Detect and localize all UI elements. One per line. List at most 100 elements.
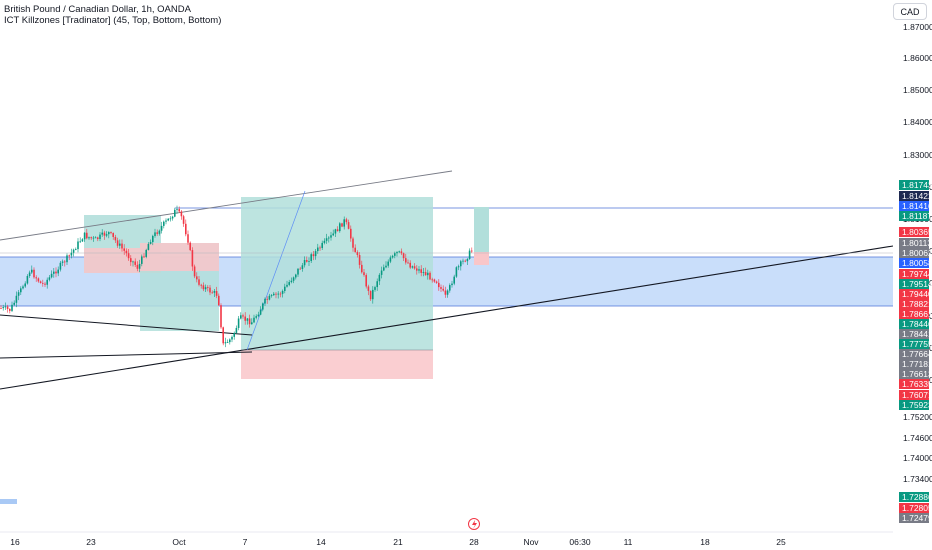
price-axis[interactable]: 1.870001.860001.850001.840001.830001.820… <box>893 0 932 550</box>
candle-body <box>332 233 334 236</box>
candle-body <box>275 293 277 295</box>
candle-body <box>75 249 77 250</box>
svg-text:1.76071: 1.76071 <box>902 390 932 400</box>
candle-body <box>46 279 48 285</box>
lightning-bolt-icon[interactable] <box>468 518 480 530</box>
candle-body <box>343 219 345 227</box>
svg-text:1.78821: 1.78821 <box>902 299 932 309</box>
time-tick-label: 06:30 <box>569 537 591 547</box>
candle-body <box>125 250 128 254</box>
svg-text:1.72805: 1.72805 <box>902 503 932 513</box>
candle-body <box>169 218 172 220</box>
currency-button[interactable]: CAD <box>893 3 927 20</box>
candle-body <box>464 260 466 262</box>
long-position-loss-3[interactable] <box>474 252 489 265</box>
candle-body <box>39 281 42 283</box>
candle-body <box>215 291 218 296</box>
price-label-red: 1.76335 <box>899 379 932 389</box>
candle-body <box>438 282 440 288</box>
long-position-profit-2[interactable] <box>241 197 433 350</box>
candle-body <box>156 232 158 234</box>
candle-body <box>290 280 293 283</box>
candle-body <box>64 261 66 263</box>
candle-body <box>444 290 447 295</box>
candle-body <box>383 267 385 271</box>
channel-lower-line[interactable] <box>0 314 253 336</box>
candle-body <box>149 242 152 244</box>
svg-text:1.75923: 1.75923 <box>902 400 932 410</box>
price-label-red: 1.78821 <box>899 299 932 309</box>
svg-text:1.77755: 1.77755 <box>902 339 932 349</box>
candle-body <box>310 254 312 262</box>
candle-body <box>130 258 132 263</box>
symbol-title: British Pound / Canadian Dollar, 1h, OAN… <box>4 4 191 15</box>
price-label-red: 1.80365 <box>899 227 932 237</box>
svg-text:1.78446: 1.78446 <box>902 319 932 329</box>
candle-body <box>143 256 145 258</box>
projection-line[interactable] <box>246 190 306 351</box>
candle-body <box>209 287 211 293</box>
candle-body <box>435 281 438 283</box>
price-label-blue: 1.80058 <box>899 258 932 268</box>
candle-body <box>400 251 403 254</box>
candle-body <box>176 209 178 210</box>
candle-body <box>167 218 169 221</box>
candle-body <box>66 255 68 263</box>
candle-body <box>409 262 411 268</box>
candle-body <box>22 286 24 289</box>
candle-body <box>94 237 97 239</box>
candle-body <box>440 287 442 289</box>
time-tick-label: 21 <box>393 537 403 547</box>
support-line[interactable] <box>0 351 253 359</box>
indicator-title[interactable]: ICT Killzones [Tradinator] (45, Top, Bot… <box>4 15 222 26</box>
candle-body <box>231 336 233 340</box>
short-position-loss[interactable] <box>140 243 219 271</box>
svg-text:1.81416: 1.81416 <box>902 201 932 211</box>
long-position-loss-2[interactable] <box>241 350 433 379</box>
svg-text:1.77664: 1.77664 <box>902 349 932 359</box>
price-label-navy: 1.81422 <box>899 191 932 201</box>
svg-text:1.79440: 1.79440 <box>902 289 932 299</box>
time-axis[interactable]: 16 23 Oct 7 14 21 28 Nov 06:30 11 18 25 <box>0 518 893 548</box>
candle-body <box>424 272 427 276</box>
candle-body <box>422 272 425 273</box>
candle-body <box>59 262 62 270</box>
candle-body <box>323 240 326 243</box>
candle-body <box>299 268 301 270</box>
long-position-profit-3[interactable] <box>474 207 489 252</box>
channel-diagonal-up[interactable] <box>0 245 894 390</box>
candle-body <box>303 260 306 266</box>
svg-text:1.80062: 1.80062 <box>902 248 932 258</box>
candle-body <box>237 318 240 328</box>
candle-body <box>97 237 99 240</box>
time-tick-label: 25 <box>776 537 786 547</box>
candle-body <box>132 261 134 263</box>
price-label-gray: 1.76613 <box>899 369 932 379</box>
candle-body <box>281 290 284 294</box>
candle-body <box>189 242 191 251</box>
candle-body <box>202 285 205 290</box>
candle-body <box>11 304 13 311</box>
candle-body <box>86 232 88 239</box>
candle-body <box>350 228 352 239</box>
candle-body <box>224 342 227 344</box>
candle-body <box>0 308 2 309</box>
candle-body <box>314 251 317 257</box>
candle-body <box>279 293 282 295</box>
candle-body <box>255 316 257 318</box>
candle-body <box>6 306 9 309</box>
candle-body <box>319 247 321 249</box>
candle-body <box>160 225 163 231</box>
candle-body <box>105 234 108 236</box>
channel-upper-line[interactable] <box>0 170 453 241</box>
svg-text:1.79514: 1.79514 <box>902 279 932 289</box>
candle-body <box>165 220 167 222</box>
candle-body <box>13 302 15 305</box>
price-label-red: 1.79440 <box>899 289 932 299</box>
candle-body <box>466 258 469 262</box>
candle-body <box>336 229 339 232</box>
svg-text:1.80365: 1.80365 <box>902 227 932 237</box>
candle-body <box>407 262 409 264</box>
candle-body <box>328 237 330 239</box>
